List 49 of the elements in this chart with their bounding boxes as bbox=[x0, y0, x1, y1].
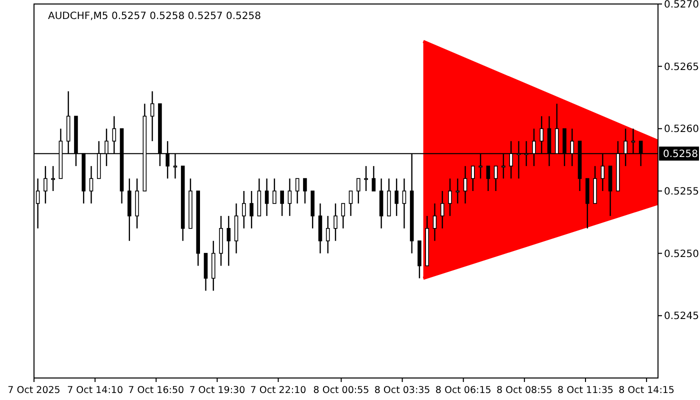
candlestick bbox=[341, 202, 346, 229]
x-tick-label: 7 Oct 2025 bbox=[8, 385, 60, 396]
y-tick-label: 0.5255 bbox=[664, 186, 699, 198]
candlestick bbox=[372, 165, 376, 192]
candlestick bbox=[356, 178, 360, 204]
x-tick-label: 7 Oct 19:30 bbox=[189, 385, 246, 396]
x-tick-label: 7 Oct 22:10 bbox=[250, 385, 306, 396]
y-tick-label: 0.5260 bbox=[664, 124, 699, 136]
x-tick-label: 8 Oct 03:35 bbox=[374, 385, 430, 396]
candlestick bbox=[272, 178, 276, 204]
x-tick-label: 8 Oct 14:15 bbox=[618, 385, 674, 396]
candlestick bbox=[226, 215, 231, 266]
candlestick bbox=[51, 165, 55, 192]
candlestick bbox=[432, 202, 437, 242]
candlestick bbox=[280, 190, 284, 217]
candlestick bbox=[303, 178, 307, 204]
candlestick bbox=[348, 190, 353, 217]
x-tick-label: 8 Oct 06:15 bbox=[435, 385, 492, 396]
candlestick bbox=[486, 165, 490, 192]
x-tick-label: 8 Oct 11:35 bbox=[558, 385, 614, 396]
candlestick bbox=[334, 202, 338, 242]
x-tick-label: 8 Oct 08:55 bbox=[496, 385, 552, 396]
candlestick bbox=[264, 178, 269, 217]
candlestick bbox=[494, 165, 498, 192]
x-tick-label: 8 Oct 00:55 bbox=[313, 385, 370, 396]
candlestick bbox=[394, 178, 398, 217]
candlestick bbox=[463, 165, 468, 204]
candlestick bbox=[288, 178, 292, 217]
candlestick bbox=[150, 90, 154, 142]
candlestick bbox=[440, 190, 444, 229]
candlestick bbox=[326, 215, 330, 254]
candlestick bbox=[471, 165, 475, 192]
text: AUDCHF,M5 0.5257 0.5258 0.5257 0.5258 bbox=[48, 11, 261, 22]
y-tick-label: 0.5265 bbox=[664, 62, 699, 73]
x-tick-label: 7 Oct 14:10 bbox=[67, 385, 124, 396]
candlestick bbox=[89, 165, 94, 204]
x-tick-label: 7 Oct 16:50 bbox=[128, 385, 184, 396]
candlestick bbox=[295, 178, 300, 204]
candlestick bbox=[44, 165, 48, 204]
y-tick-label: 0.5250 bbox=[664, 248, 699, 260]
y-tick-label: 0.5245 bbox=[664, 311, 699, 322]
candlestick bbox=[242, 190, 246, 229]
candlestick bbox=[364, 165, 368, 192]
ref-line-label: 0.5258 bbox=[663, 149, 698, 160]
candlestick bbox=[402, 178, 406, 229]
candlestick bbox=[456, 178, 460, 204]
y-tick-label: 0.5270 bbox=[664, 0, 699, 10]
candlestick bbox=[250, 190, 254, 229]
candlestick bbox=[448, 178, 452, 217]
